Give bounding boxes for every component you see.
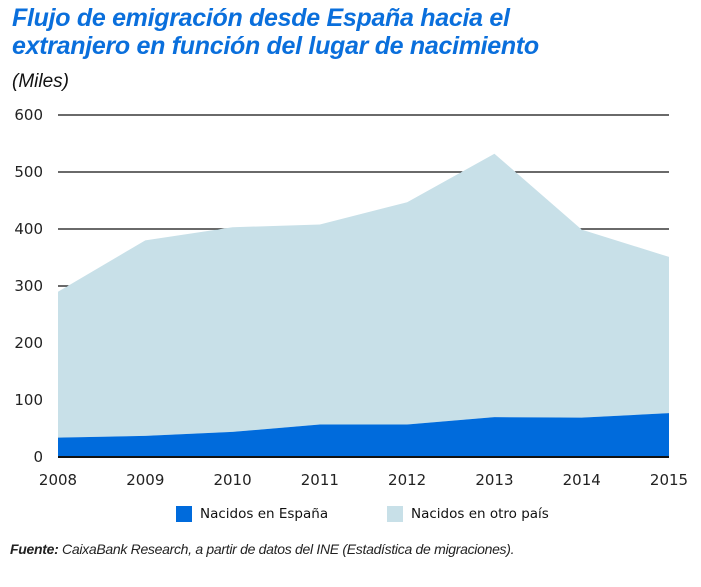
x-axis-ticks: 2008 2009 2010 2011 2012 2013 2014 2015 [39, 471, 688, 489]
chart-subtitle: (Miles) [12, 71, 69, 92]
area-nacidos-espana [58, 413, 669, 457]
legend: Nacidos en España Nacidos en otro país [0, 506, 701, 528]
y-tick-label: 300 [14, 277, 43, 295]
x-tick-label: 2008 [39, 471, 77, 489]
legend-item-espana: Nacidos en España [176, 506, 328, 522]
x-tick-label: 2015 [650, 471, 688, 489]
y-tick-label: 100 [14, 391, 43, 409]
source-text: CaixaBank Research, a partir de datos de… [58, 541, 515, 557]
legend-label-espana: Nacidos en España [200, 506, 329, 522]
area-layer [58, 153, 669, 457]
x-tick-label: 2014 [563, 471, 601, 489]
x-tick-label: 2012 [388, 471, 426, 489]
y-axis-ticks: 0 100 200 300 400 500 600 [14, 106, 43, 466]
source-label: Fuente: [10, 541, 59, 557]
y-tick-label: 500 [14, 163, 43, 181]
legend-swatch-otro-pais [387, 506, 403, 522]
legend-item-otro-pais: Nacidos en otro país [387, 506, 549, 522]
x-tick-label: 2011 [301, 471, 339, 489]
chart-title: Flujo de emigración desde España hacia e… [12, 4, 701, 60]
area-nacidos-otro-pais [58, 153, 669, 438]
y-tick-label: 400 [14, 220, 43, 238]
chart-plot: 0 100 200 300 400 500 600 2008 2009 2010 2011 2012… [14, 106, 688, 489]
x-tick-label: 2010 [213, 471, 251, 489]
legend-swatch-espana [176, 506, 192, 522]
y-tick-label: 0 [33, 448, 43, 466]
x-tick-label: 2009 [126, 471, 164, 489]
y-tick-label: 200 [14, 334, 43, 352]
source-note: Fuente: CaixaBank Research, a partir de … [10, 541, 515, 557]
chart-title-line2: extranjero en función del lugar de nacim… [12, 32, 539, 60]
y-tick-label: 600 [14, 106, 43, 124]
x-tick-label: 2013 [475, 471, 513, 489]
chart-title-line1: Flujo de emigración desde España hacia e… [12, 4, 510, 32]
legend-label-otro-pais: Nacidos en otro país [411, 506, 549, 522]
